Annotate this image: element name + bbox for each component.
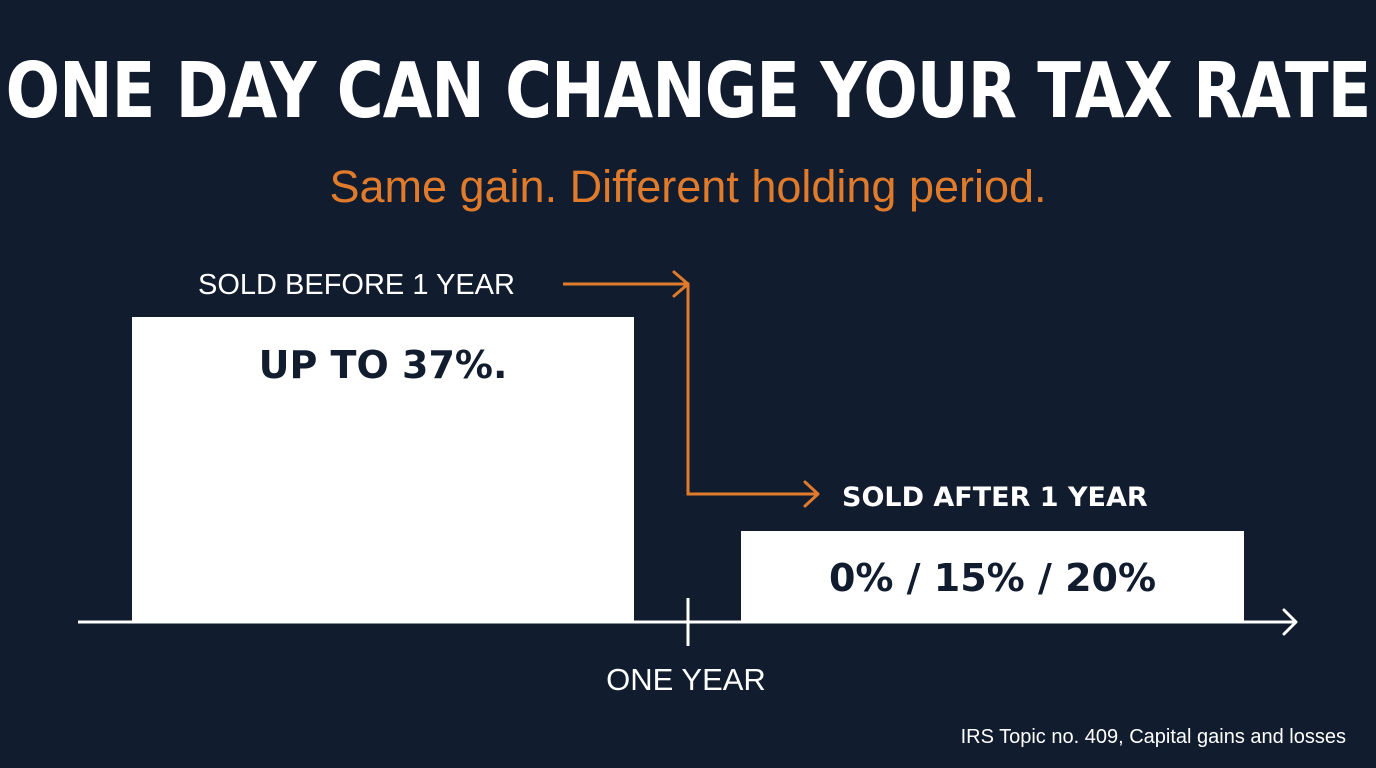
- data-label-long-term: 0% / 15% / 20%: [828, 556, 1157, 600]
- transition-arrowhead-bottom: [803, 480, 820, 508]
- source-note: IRS Topic no. 409, Capital gains and los…: [960, 726, 1346, 748]
- bar-short-term: [132, 317, 634, 621]
- category-label-short-term: SOLD BEFORE 1 YEAR: [198, 269, 515, 301]
- x-axis-arrowhead: [1282, 608, 1298, 636]
- transition-arrow-path: [563, 282, 818, 496]
- x-axis: [78, 598, 1298, 646]
- transition-arrow: [563, 270, 820, 508]
- x-axis-label: ONE YEAR: [606, 662, 766, 697]
- transition-arrowhead-top: [672, 270, 690, 298]
- bar-long-term: [741, 531, 1244, 621]
- data-label-short-term: UP TO 37%.: [258, 343, 508, 387]
- chart-title: ONE DAY CAN CHANGE YOUR TAX RATE: [5, 47, 1372, 137]
- category-label-long-term: SOLD AFTER 1 YEAR: [842, 482, 1148, 513]
- chart-subtitle: Same gain. Different holding period.: [329, 161, 1047, 212]
